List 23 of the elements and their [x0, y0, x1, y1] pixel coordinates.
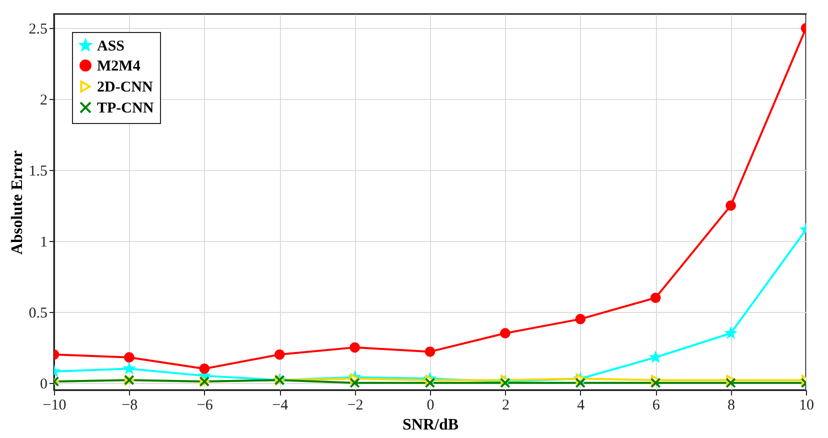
x-tick-label: 8 — [728, 398, 736, 414]
x-tick-label: 0 — [426, 398, 434, 414]
x-tick-label: 4 — [577, 398, 586, 414]
y-axis-title: Absolute Error — [8, 150, 26, 255]
y-tick-label: 2 — [40, 92, 48, 109]
y-tick-label: 0.5 — [28, 305, 48, 322]
x-tick-label: −6 — [196, 398, 214, 414]
x-axis-title: SNR/dB — [402, 416, 459, 434]
legend-label: ASS — [97, 38, 125, 54]
x-tick-label: 2 — [502, 398, 510, 414]
x-tick-label: −2 — [347, 398, 364, 414]
legend-label: 2D-CNN — [97, 80, 153, 96]
x-tick-label: −8 — [122, 398, 138, 414]
y-tick-label: 1.5 — [28, 164, 48, 180]
legend-label: M2M4 — [97, 58, 141, 74]
y-tick-label: 2.5 — [28, 22, 48, 38]
x-tick-label: −4 — [272, 398, 289, 414]
x-tick-label: 10 — [799, 398, 814, 414]
y-tick-label: 0 — [40, 376, 48, 392]
x-tick-label: −10 — [42, 398, 66, 414]
y-tick-label: 1 — [40, 234, 48, 251]
legend-label: TP-CNN — [97, 100, 154, 116]
x-tick-label: 6 — [652, 398, 660, 414]
